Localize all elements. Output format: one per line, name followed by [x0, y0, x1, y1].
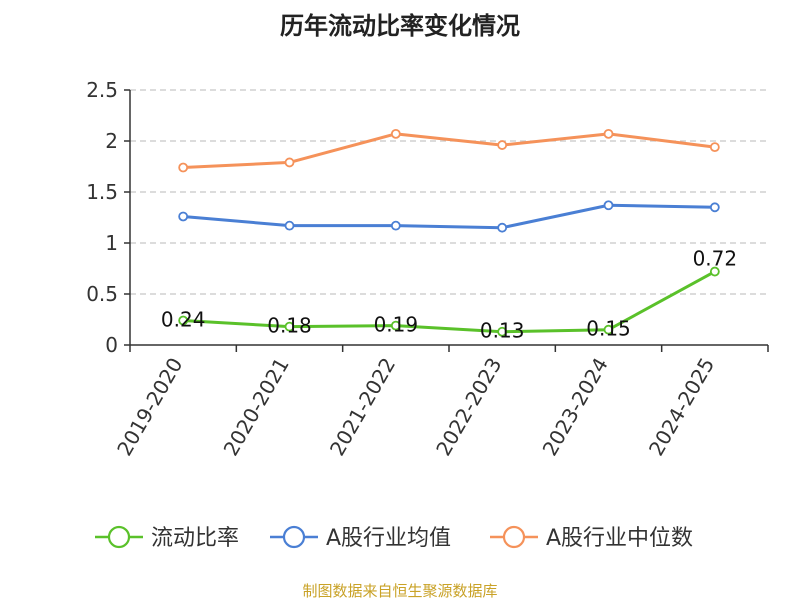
data-point	[178, 211, 189, 222]
grid-lines	[130, 89, 768, 295]
y-tick-label: 1.5	[86, 180, 118, 204]
data-point	[709, 266, 720, 277]
y-tick-label: 2	[105, 129, 118, 153]
data-point	[178, 162, 189, 173]
data-label: 0.72	[693, 247, 738, 271]
data-label: 0.18	[267, 314, 312, 338]
data-labels: 0.24 0.18 0.19 0.13 0.15 0.72	[161, 247, 737, 343]
x-tick-label: 2020-2021	[219, 354, 294, 460]
data-label: 0.24	[161, 308, 206, 332]
legend-marker	[107, 525, 131, 549]
chart-title: 历年流动比率变化情况	[280, 12, 520, 40]
y-tick-label: 0	[105, 333, 118, 357]
data-label: 0.19	[374, 313, 419, 337]
x-tick-label: 2022-2023	[431, 353, 506, 459]
series-line	[183, 132, 716, 170]
x-tick-label: 2023-2024	[538, 354, 613, 460]
data-point	[603, 128, 614, 139]
data-point	[497, 140, 508, 150]
data-point	[284, 321, 295, 332]
y-tick-label: 1	[105, 231, 118, 255]
series-line	[183, 270, 716, 334]
y-tick-label: 2.5	[86, 78, 118, 102]
data-point	[709, 202, 720, 213]
data-point	[603, 324, 614, 335]
data-label: 0.15	[586, 317, 631, 341]
series-line	[183, 203, 715, 230]
data-point	[284, 220, 295, 231]
series-lines	[178, 128, 720, 337]
legend-marker	[502, 525, 526, 549]
axes: 0 0.5 1 1.5 2 2.5 2019-2020 2020-2021 2021-2022 2…	[86, 78, 769, 460]
legend-marker	[282, 525, 306, 549]
x-tick-label: 2019-2020	[112, 354, 187, 460]
legend: 流动比率 A股行业均值 A股行业中位数	[95, 525, 693, 551]
legend-label: 流动比率	[151, 526, 239, 551]
data-point	[497, 326, 508, 337]
data-point	[178, 315, 189, 326]
legend-label: A股行业中位数	[546, 526, 693, 551]
data-point	[390, 128, 401, 139]
data-point	[284, 157, 295, 168]
source-note: 制图数据来自恒生聚源数据库	[302, 582, 497, 600]
data-point	[390, 320, 401, 331]
data-point	[497, 222, 508, 233]
x-tick-label: 2024-2025	[644, 354, 719, 460]
y-tick-label: 0.5	[86, 282, 118, 306]
data-point	[709, 142, 720, 153]
legend-label: A股行业均值	[326, 526, 451, 551]
data-label: 0.13	[480, 319, 525, 343]
data-point	[603, 200, 614, 211]
data-point	[390, 220, 401, 231]
x-tick-label: 2021-2022	[325, 354, 400, 460]
